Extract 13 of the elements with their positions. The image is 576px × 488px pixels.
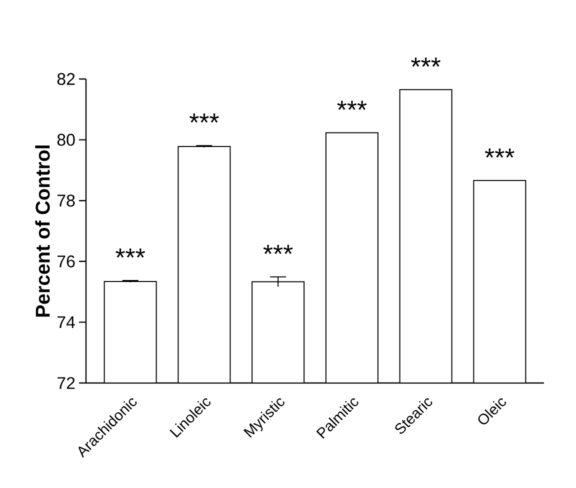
y-axis-title: Percent of Control <box>35 146 50 317</box>
annotation: *** <box>411 58 441 67</box>
y-tick-label: 74 <box>58 316 75 328</box>
annotation: *** <box>189 114 219 123</box>
annotation: *** <box>263 244 293 254</box>
y-tick-label: 78 <box>58 194 75 207</box>
annotation: *** <box>116 248 146 258</box>
y-tick-label: 80 <box>57 134 75 146</box>
annotation: *** <box>337 100 367 110</box>
y-tick-label: 82 <box>57 73 75 85</box>
y-tick-label: 76 <box>58 255 75 268</box>
y-tick-label: 72 <box>58 377 75 389</box>
annotation: *** <box>484 148 514 158</box>
